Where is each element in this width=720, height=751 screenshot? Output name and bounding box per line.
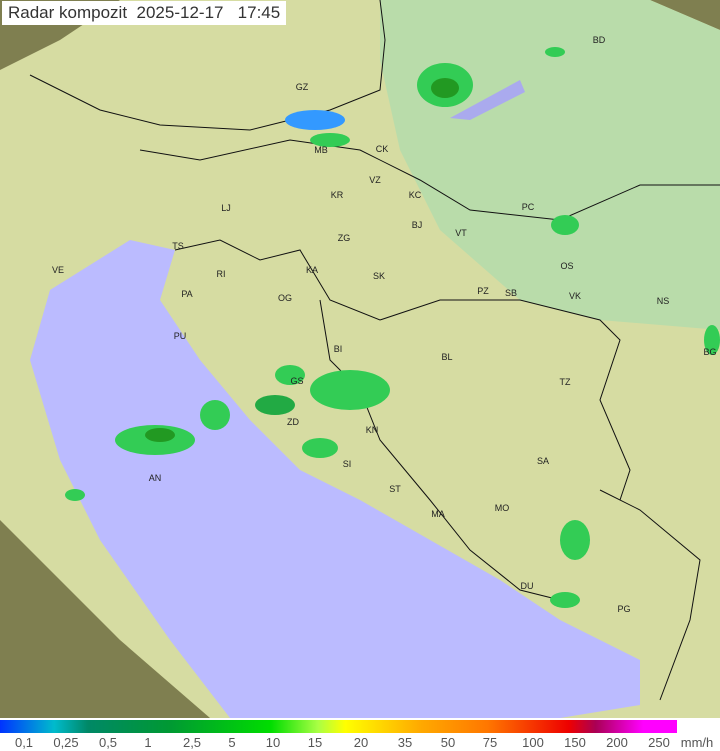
city-label-os: OS bbox=[560, 261, 574, 271]
city-label-zd: ZD bbox=[287, 417, 299, 427]
city-label-kn: KN bbox=[365, 425, 379, 435]
city-label-ts: TS bbox=[172, 241, 184, 251]
legend-tick: 100 bbox=[522, 735, 544, 750]
legend-tick: 250 bbox=[648, 735, 670, 750]
legend-tick: 50 bbox=[440, 735, 456, 750]
city-label-bd: BD bbox=[592, 35, 606, 45]
city-label-bj: BJ bbox=[411, 220, 423, 230]
city-label-sb: SB bbox=[504, 288, 518, 298]
title-text: Radar kompozit bbox=[8, 3, 128, 22]
legend-tick: 1 bbox=[144, 735, 152, 750]
city-label-si: SI bbox=[342, 459, 352, 469]
city-label-gz: GZ bbox=[295, 82, 309, 92]
city-label-vt: VT bbox=[455, 228, 467, 238]
legend-unit: mm/h bbox=[680, 735, 714, 750]
city-label-st: ST bbox=[389, 484, 401, 494]
city-label-zg: ZG bbox=[337, 233, 351, 243]
lake-balaton bbox=[450, 80, 525, 120]
city-label-vk: VK bbox=[568, 291, 582, 301]
legend-tick: 0,25 bbox=[53, 735, 79, 750]
city-label-an: AN bbox=[148, 473, 162, 483]
city-label-bg: BG bbox=[703, 347, 717, 357]
city-label-bl: BL bbox=[441, 352, 453, 362]
legend-tick: 35 bbox=[397, 735, 413, 750]
city-label-ns: NS bbox=[656, 296, 670, 306]
city-label-ve: VE bbox=[51, 265, 65, 275]
city-label-vz: VZ bbox=[369, 175, 381, 185]
city-label-ma: MA bbox=[431, 509, 445, 519]
radar-echoes bbox=[65, 47, 720, 608]
city-label-ri: RI bbox=[216, 269, 226, 279]
legend-tick: 0,1 bbox=[14, 735, 34, 750]
city-label-mb: MB bbox=[314, 145, 328, 155]
title-time: 17:45 bbox=[237, 3, 281, 22]
legend-color-bar bbox=[0, 720, 677, 733]
legend-tick: 0,5 bbox=[98, 735, 118, 750]
city-label-lj: LJ bbox=[221, 203, 231, 213]
city-label-pa: PA bbox=[181, 289, 193, 299]
legend-tick: 10 bbox=[265, 735, 281, 750]
city-label-mo: MO bbox=[494, 503, 510, 513]
radar-map bbox=[0, 0, 720, 718]
adriatic-sea bbox=[30, 240, 640, 718]
city-label-pc: PC bbox=[521, 202, 535, 212]
city-label-pz: PZ bbox=[477, 286, 489, 296]
city-label-gs: GS bbox=[290, 376, 304, 386]
city-label-du: DU bbox=[520, 581, 534, 591]
city-label-ck: CK bbox=[375, 144, 389, 154]
legend-tick: 200 bbox=[606, 735, 628, 750]
city-label-ka: KA bbox=[305, 265, 319, 275]
city-label-og: OG bbox=[277, 293, 293, 303]
legend-tick: 150 bbox=[564, 735, 586, 750]
legend-tick: 2,5 bbox=[182, 735, 202, 750]
map-title: Radar kompozit 2025-12-17 17:45 bbox=[2, 1, 287, 25]
city-label-kr: KR bbox=[330, 190, 344, 200]
precipitation-legend: 0,1 0,25 0,5 1 2,5 5 10 15 20 35 50 75 100 150 200 250 … bbox=[0, 718, 720, 751]
title-date: 2025-12-17 bbox=[136, 3, 224, 22]
legend-tick: 15 bbox=[307, 735, 323, 750]
legend-tick: 20 bbox=[353, 735, 369, 750]
city-label-kc: KC bbox=[408, 190, 422, 200]
city-label-tz: TZ bbox=[559, 377, 571, 387]
city-label-pg: PG bbox=[617, 604, 631, 614]
city-label-pu: PU bbox=[173, 331, 187, 341]
city-label-sk: SK bbox=[372, 271, 386, 281]
city-label-bi: BI bbox=[333, 344, 343, 354]
legend-tick: 5 bbox=[228, 735, 236, 750]
city-label-sa: SA bbox=[536, 456, 550, 466]
legend-tick: 75 bbox=[482, 735, 498, 750]
